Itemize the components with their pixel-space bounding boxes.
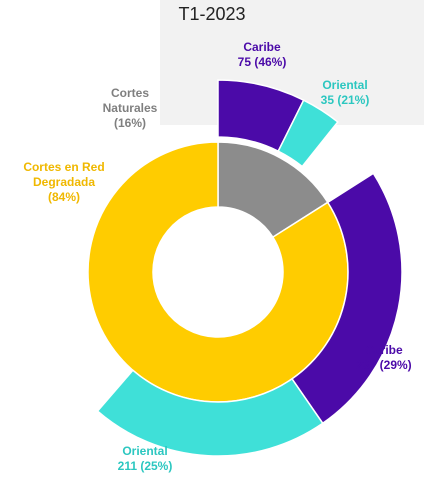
inner-label: Cortes Naturales (16%) bbox=[95, 86, 165, 131]
label-text: 75 (46%) bbox=[237, 55, 287, 69]
outer-label: Caribe 237 (29%) bbox=[345, 343, 423, 373]
label-text: Oriental bbox=[122, 444, 168, 458]
label-text: (84%) bbox=[47, 190, 80, 204]
label-text: Cortes Naturales bbox=[102, 86, 158, 115]
outer-label: Oriental 35 (21%) bbox=[305, 78, 385, 108]
outer-label: Oriental 211 (25%) bbox=[105, 444, 185, 474]
label-text: Oriental bbox=[322, 78, 368, 92]
label-text: 35 (21%) bbox=[320, 93, 370, 107]
label-text: (16%) bbox=[113, 116, 146, 130]
label-text: Caribe bbox=[243, 40, 281, 54]
label-text: 211 (25%) bbox=[117, 459, 173, 473]
outer-label: Caribe 75 (46%) bbox=[222, 40, 302, 70]
label-text: Caribe bbox=[365, 343, 403, 357]
chart-title: T1-2023 bbox=[178, 4, 246, 24]
label-text: 237 (29%) bbox=[356, 358, 412, 372]
inner-label: Cortes en Red Degradada (84%) bbox=[14, 160, 114, 205]
label-text: Cortes en Red Degradada bbox=[23, 160, 105, 189]
outer-segment bbox=[277, 99, 339, 168]
outer-segment bbox=[96, 369, 324, 457]
